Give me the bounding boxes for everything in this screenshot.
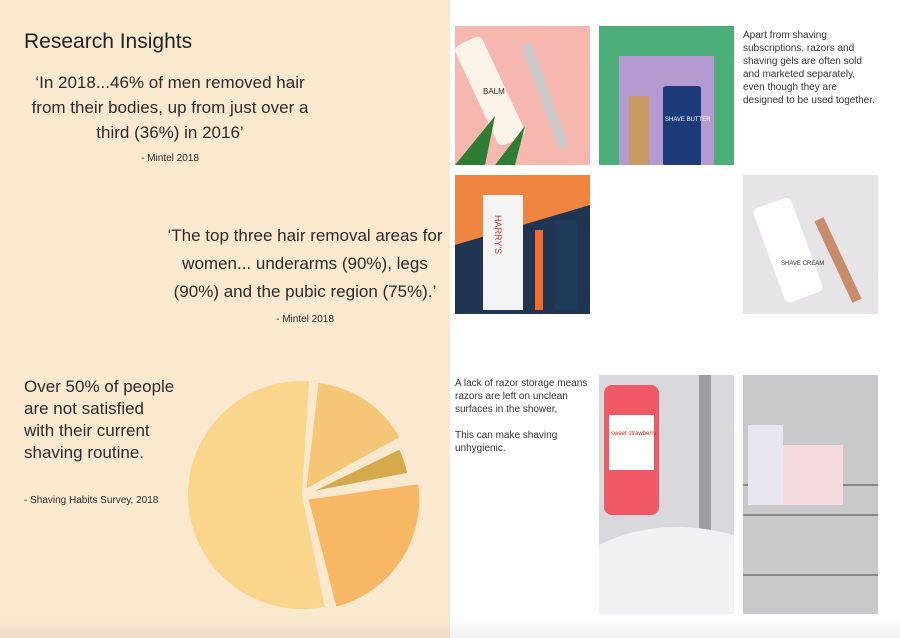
shave-cream-label: SHAVE CREAM — [781, 261, 824, 267]
quote-source: - Mintel 2018 — [276, 314, 334, 325]
strawberry-label: sweet strawberry — [611, 431, 656, 437]
survey-source: - Shaving Habits Survey, 2018 — [24, 495, 159, 506]
hygiene-note-line: This can make shaving unhygienic. — [455, 430, 558, 454]
bottom-shadow — [0, 618, 900, 638]
product-image-balm: BALM — [455, 26, 590, 165]
product-image-shave-butter: SHAVE BUTTER — [599, 26, 734, 165]
quote-men-group: ‘In 2018...46% of men removed hair from … — [30, 70, 310, 164]
shave-butter-label: SHAVE BUTTER — [665, 117, 711, 123]
pie-slice-1 — [187, 381, 325, 609]
pie-slice-2 — [306, 383, 400, 489]
pie-slice-3 — [315, 449, 408, 491]
pie-chart — [187, 381, 420, 609]
shower-image-strawberry: sweet strawberry — [599, 375, 734, 614]
quote-men: ‘In 2018...46% of men removed hair from … — [31, 73, 309, 142]
product-image-harrys: HARRY'S — [455, 175, 590, 314]
survey-stat: Over 50% of people are not satisfied wit… — [24, 377, 175, 462]
survey-group: Over 50% of people are not satisfied wit… — [24, 376, 176, 508]
product-image-shave-cream: SHAVE CREAM — [743, 175, 878, 314]
balm-label: BALM — [483, 87, 505, 96]
quote-women: ‘The top three hair removal areas for wo… — [167, 226, 443, 301]
page-title: Research Insights — [24, 30, 193, 53]
shower-image-caddy — [743, 375, 878, 614]
pie-slice-4 — [308, 484, 420, 607]
left-panel: Research Insights ‘In 2018...46% of men … — [0, 0, 450, 638]
storage-note-line: A lack of razor storage means razors are… — [455, 378, 588, 415]
text-storage-note: A lack of razor storage means razors are… — [455, 377, 590, 455]
harrys-label: HARRY'S — [493, 215, 503, 254]
quote-source: - Mintel 2018 — [141, 153, 199, 164]
text-marketing-note: Apart from shaving subscriptions, razors… — [743, 30, 875, 106]
quote-women-group: ‘The top three hair removal areas for wo… — [165, 222, 445, 325]
